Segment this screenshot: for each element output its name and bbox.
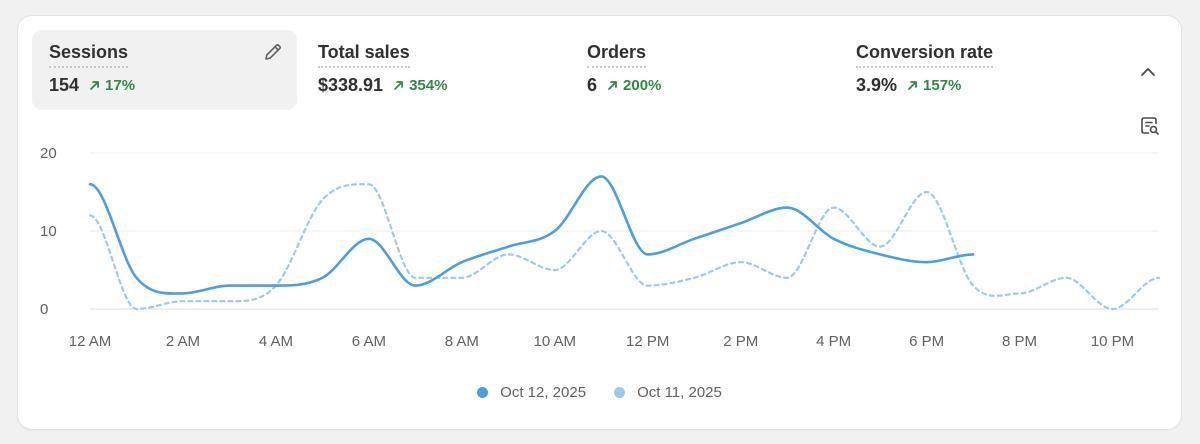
- x-tick-label: 6 AM: [352, 333, 386, 350]
- arrow-up-right-icon: [608, 81, 617, 90]
- pencil-icon[interactable]: [263, 42, 283, 62]
- x-tick-label: 8 PM: [1002, 333, 1037, 350]
- y-tick-label: 10: [40, 223, 57, 240]
- metric-value: 3.9%: [856, 75, 898, 95]
- legend-dot: [614, 387, 626, 398]
- metric-total-sales[interactable]: Total sales $338.91 354%: [301, 30, 566, 110]
- x-tick-label: 2 AM: [166, 333, 200, 350]
- metric-delta: 17%: [89, 77, 135, 94]
- x-tick-label: 8 AM: [445, 333, 479, 350]
- metric-label: Sessions: [49, 41, 129, 68]
- metric-value: 6: [587, 75, 598, 95]
- y-tick-label: 0: [40, 301, 48, 318]
- metric-delta-text: 17%: [105, 77, 136, 94]
- metric-label: Total sales: [318, 41, 410, 68]
- metric-delta: 200%: [607, 77, 661, 94]
- arrow-up-right-icon: [394, 81, 403, 90]
- x-tick-label: 12 AM: [69, 333, 112, 350]
- x-tick-label: 12 PM: [626, 333, 669, 350]
- x-tick-label: 6 PM: [909, 333, 944, 350]
- chart-legend: Oct 12, 2025 Oct 11, 2025: [18, 384, 1181, 401]
- metric-value: 154: [49, 75, 80, 95]
- series-line-oct-11: [88, 183, 1161, 311]
- legend-item-previous[interactable]: Oct 11, 2025: [614, 384, 722, 401]
- chevron-up-icon[interactable]: [1136, 60, 1160, 84]
- metric-conversion-rate[interactable]: Conversion rate 3.9% 157%: [839, 30, 1104, 110]
- sessions-report-card: Sessions 154 17% Total sales $338.91 354…: [18, 16, 1181, 429]
- arrow-up-right-icon: [908, 81, 917, 90]
- x-tick-label: 10 AM: [534, 333, 577, 350]
- explore-data-icon[interactable]: [1138, 114, 1162, 138]
- metric-delta-text: 200%: [623, 77, 662, 94]
- metric-value: $338.91: [318, 75, 384, 95]
- legend-item-current[interactable]: Oct 12, 2025: [477, 384, 586, 401]
- x-tick-label: 10 PM: [1091, 333, 1134, 350]
- y-tick-label: 20: [40, 145, 57, 162]
- x-tick-label: 4 PM: [816, 333, 851, 350]
- legend-dot: [477, 387, 489, 398]
- sessions-line-chart: 0 10 20 12 AM 2 AM 4 AM 6 AM 8 AM 10 AM 12 PM 2 PM…: [40, 145, 1161, 350]
- x-tick-label: 4 AM: [259, 333, 293, 350]
- metric-label: Orders: [587, 41, 647, 68]
- metric-delta-text: 157%: [923, 77, 962, 94]
- metric-label: Conversion rate: [856, 41, 994, 68]
- arrow-up-right-icon: [90, 81, 99, 90]
- legend-label: Oct 11, 2025: [637, 384, 722, 401]
- metric-delta: 354%: [393, 77, 447, 94]
- metric-delta-text: 354%: [409, 77, 448, 94]
- metric-orders[interactable]: Orders 6 200%: [570, 30, 835, 110]
- x-tick-label: 2 PM: [723, 333, 758, 350]
- legend-label: Oct 12, 2025: [500, 384, 587, 401]
- metric-delta: 157%: [907, 77, 961, 94]
- metric-sessions[interactable]: Sessions 154 17%: [32, 30, 297, 110]
- series-line-oct-12: [88, 175, 975, 295]
